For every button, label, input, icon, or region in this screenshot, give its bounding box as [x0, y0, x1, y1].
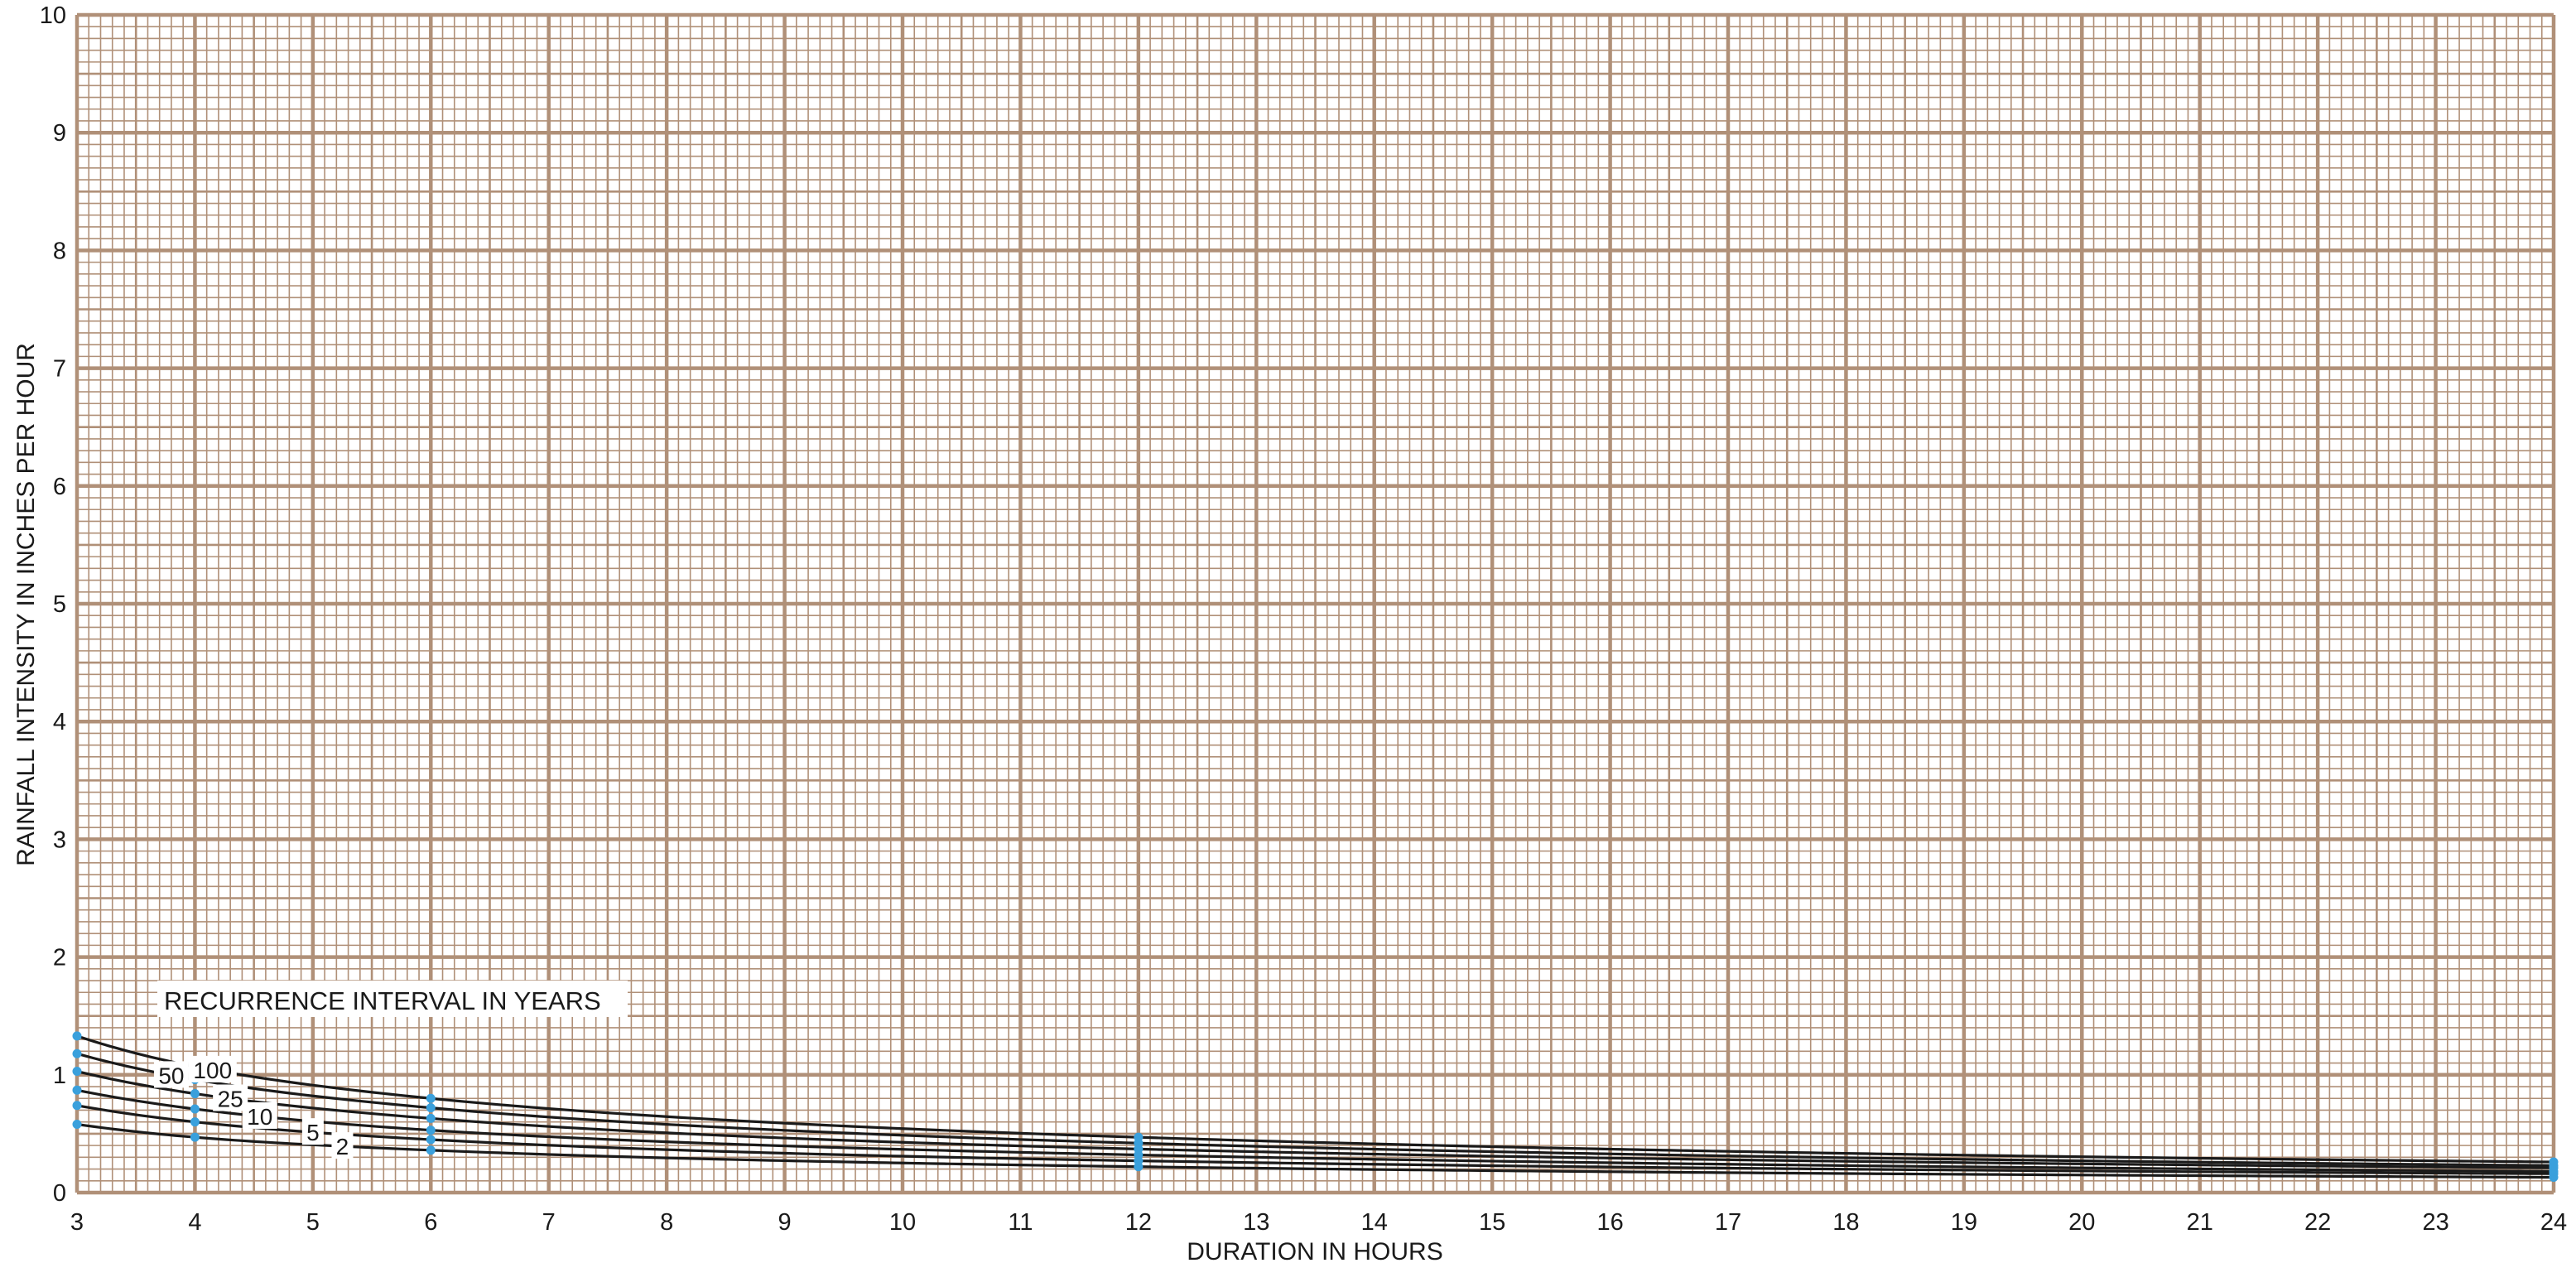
axis-ticks: 3 4 5 6 7 8 9 10 11 12 13 14 15 16 17 18 19 20 21 22 23 24012…: [40, 2, 2567, 1236]
y-tick-label: 7: [53, 356, 66, 383]
data-point-25: [190, 1089, 200, 1099]
data-point-100: [426, 1093, 436, 1103]
major-grid-lines: [75, 12, 2556, 1195]
x-tick-label: 20: [2068, 1209, 2095, 1236]
series-line-5: [76, 1104, 2554, 1175]
x-tick-label: 18: [1832, 1209, 1859, 1236]
x-tick-label: 4: [188, 1209, 201, 1236]
series-label-background: [331, 1132, 354, 1159]
y-tick-label: 1: [53, 1063, 66, 1089]
data-point-100: [72, 1031, 82, 1041]
data-point-10: [426, 1126, 436, 1135]
series-label-50: 50: [158, 1063, 184, 1088]
x-tick-label: 10: [889, 1209, 916, 1236]
data-point-25: [426, 1113, 436, 1123]
data-point-50: [426, 1103, 436, 1113]
data-point-10: [72, 1085, 82, 1095]
series-label-10: 10: [247, 1104, 272, 1130]
data-point-10: [190, 1104, 200, 1114]
data-point-2: [190, 1132, 200, 1142]
data-point-50: [72, 1048, 82, 1058]
x-tick-label: 17: [1715, 1209, 1741, 1236]
x-tick-label: 11: [1008, 1209, 1033, 1236]
series-curves: [76, 1034, 2554, 1179]
series-line-2: [76, 1122, 2554, 1179]
data-point-2: [72, 1120, 82, 1130]
legend-title-box: RECURRENCE INTERVAL IN YEARS: [157, 981, 628, 1017]
series-label-background: [242, 1102, 277, 1129]
y-tick-label: 10: [40, 2, 66, 29]
series-line-25: [76, 1069, 2554, 1169]
y-tick-label: 0: [53, 1180, 66, 1207]
x-tick-label: 6: [424, 1209, 437, 1236]
data-point-2: [426, 1145, 436, 1155]
x-tick-label: 14: [1361, 1209, 1388, 1236]
x-tick-label: 16: [1596, 1209, 1623, 1236]
series-label-background: [213, 1084, 248, 1111]
series-label-2: 2: [336, 1134, 349, 1159]
y-tick-label: 3: [53, 827, 66, 853]
x-tick-label: 23: [2422, 1209, 2448, 1236]
series-line-50: [76, 1052, 2554, 1167]
x-tick-label: 21: [2187, 1209, 2213, 1236]
data-point-2: [2549, 1173, 2559, 1183]
series-label-5: 5: [306, 1120, 320, 1145]
x-tick-label: 9: [778, 1209, 792, 1236]
y-tick-label: 9: [53, 120, 66, 147]
series-label-100: 100: [193, 1058, 232, 1083]
series-line-100: [76, 1034, 2554, 1164]
y-axis-title: RAINFALL INTENSITY IN INCHES PER HOUR: [12, 343, 40, 866]
y-tick-label: 5: [53, 591, 66, 618]
series-line-10: [76, 1088, 2554, 1173]
legend-title: RECURRENCE INTERVAL IN YEARS: [164, 986, 601, 1015]
x-tick-label: 5: [306, 1209, 320, 1236]
y-tick-label: 2: [53, 945, 66, 971]
x-tick-label: 3: [70, 1209, 84, 1236]
series-label-background: [301, 1118, 324, 1145]
x-tick-label: 19: [1951, 1209, 1977, 1236]
x-tick-label: 12: [1125, 1209, 1152, 1236]
x-tick-label: 7: [542, 1209, 556, 1236]
legend-title-background: [157, 981, 628, 1017]
x-axis-title: DURATION IN HOURS: [1187, 1238, 1442, 1263]
data-point-5: [190, 1117, 200, 1127]
data-point-5: [426, 1135, 436, 1145]
x-tick-label: 24: [2540, 1209, 2567, 1236]
x-tick-label: 13: [1243, 1209, 1269, 1236]
data-point-25: [72, 1067, 82, 1077]
data-point-5: [72, 1101, 82, 1111]
series-points: [72, 1031, 2559, 1183]
series-label-background: [188, 1055, 237, 1082]
x-tick-label: 22: [2304, 1209, 2331, 1236]
y-tick-label: 8: [53, 238, 66, 264]
y-tick-label: 6: [53, 474, 66, 500]
data-point-2: [1134, 1162, 1144, 1172]
x-tick-label: 8: [660, 1209, 673, 1236]
series-label-25: 25: [218, 1086, 243, 1111]
y-tick-label: 4: [53, 709, 66, 735]
series-label-background: [153, 1061, 189, 1088]
x-tick-label: 15: [1479, 1209, 1505, 1236]
